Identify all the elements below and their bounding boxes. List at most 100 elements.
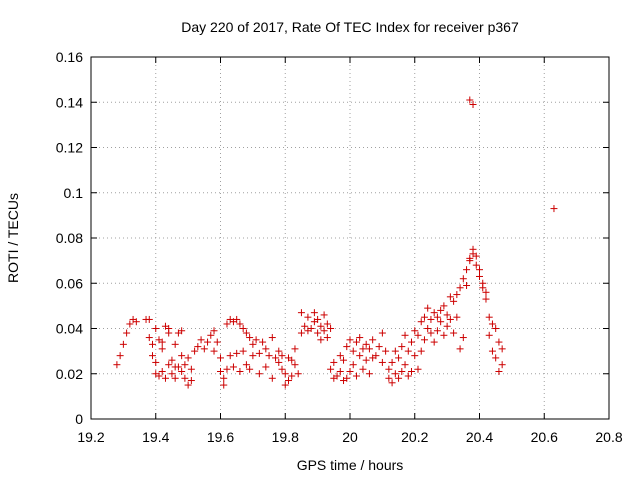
data-point: [349, 361, 357, 369]
data-point: [284, 377, 292, 385]
data-point: [440, 302, 448, 310]
x-axis-label: GPS time / hours: [297, 457, 404, 473]
data-point: [430, 309, 438, 317]
data-point: [255, 349, 263, 357]
data-point: [469, 101, 477, 109]
data-point: [281, 370, 289, 378]
data-point: [294, 370, 302, 378]
data-point: [330, 358, 338, 366]
chart-title: Day 220 of 2017, Rate Of TEC Index for r…: [181, 19, 519, 35]
data-point: [165, 361, 173, 369]
data-point: [317, 336, 325, 344]
data-point: [349, 347, 357, 355]
data-point: [420, 336, 428, 344]
data-points: [113, 96, 558, 389]
data-point: [207, 331, 215, 339]
data-point: [217, 367, 224, 375]
data-point: [437, 318, 445, 326]
data-point: [414, 331, 422, 339]
data-point: [213, 338, 221, 346]
data-point: [265, 352, 273, 360]
data-point: [171, 340, 179, 348]
data-point: [187, 377, 195, 385]
data-point: [356, 334, 364, 342]
data-point: [152, 358, 160, 366]
data-point: [459, 334, 467, 342]
data-point: [278, 365, 286, 373]
data-point: [443, 311, 451, 319]
data-point: [314, 315, 322, 323]
data-point: [278, 352, 286, 360]
data-point: [181, 374, 189, 382]
data-point: [259, 338, 267, 346]
data-point: [314, 329, 322, 337]
data-point: [161, 374, 169, 382]
data-point: [323, 320, 331, 328]
data-point: [498, 345, 506, 353]
data-point: [495, 367, 503, 375]
data-point: [476, 272, 483, 280]
data-point: [171, 363, 179, 371]
data-point: [323, 334, 331, 342]
data-point: [158, 367, 166, 375]
x-tick-labels: 19.2 19.4 19.6 19.8 20 20.2 20.4 20.6 20.8: [77, 429, 622, 445]
data-point: [220, 381, 228, 389]
data-point: [395, 354, 403, 362]
data-point: [498, 361, 506, 369]
data-point: [249, 352, 257, 360]
data-point: [236, 367, 244, 375]
data-point: [343, 343, 351, 351]
data-point: [404, 372, 412, 380]
data-point: [327, 365, 335, 373]
data-point: [204, 338, 212, 346]
data-point: [446, 293, 454, 301]
data-point: [229, 363, 237, 371]
data-point: [365, 345, 373, 353]
data-point: [385, 374, 393, 382]
data-point: [372, 352, 380, 360]
data-point: [362, 356, 370, 364]
data-point: [336, 367, 344, 375]
data-point: [453, 313, 461, 321]
data-point: [158, 345, 166, 353]
data-point: [197, 336, 205, 344]
data-point: [252, 336, 260, 344]
data-point: [352, 338, 360, 346]
x-tick-label: 20.4: [466, 429, 493, 445]
x-tick-label: 20.8: [595, 429, 622, 445]
y-tick-labels: 0 0.02 0.04 0.06 0.08 0.1 0.12 0.14 0.16: [56, 49, 83, 427]
data-point: [482, 295, 490, 303]
data-point: [275, 358, 283, 366]
data-point: [443, 322, 451, 330]
data-point: [113, 361, 121, 369]
data-point: [404, 347, 412, 355]
data-point: [463, 282, 471, 290]
data-point: [116, 352, 124, 360]
data-point: [210, 327, 218, 335]
data-point: [291, 361, 299, 369]
data-point: [171, 374, 179, 382]
data-point: [476, 266, 483, 274]
data-point: [119, 340, 127, 348]
data-point: [378, 329, 386, 337]
data-point: [485, 313, 493, 321]
data-point: [346, 367, 354, 375]
data-point: [440, 331, 448, 339]
data-point: [233, 349, 241, 357]
data-point: [304, 313, 312, 321]
data-point: [420, 313, 428, 321]
data-point: [375, 343, 383, 351]
data-point: [184, 381, 192, 389]
data-point: [391, 347, 399, 355]
data-point: [401, 331, 409, 339]
data-point: [236, 320, 244, 328]
data-point: [488, 347, 496, 355]
x-tick-label: 19.4: [142, 429, 169, 445]
data-point: [281, 381, 289, 389]
data-point: [149, 340, 157, 348]
data-point: [466, 254, 474, 262]
data-point: [365, 370, 373, 378]
data-point: [466, 96, 474, 104]
